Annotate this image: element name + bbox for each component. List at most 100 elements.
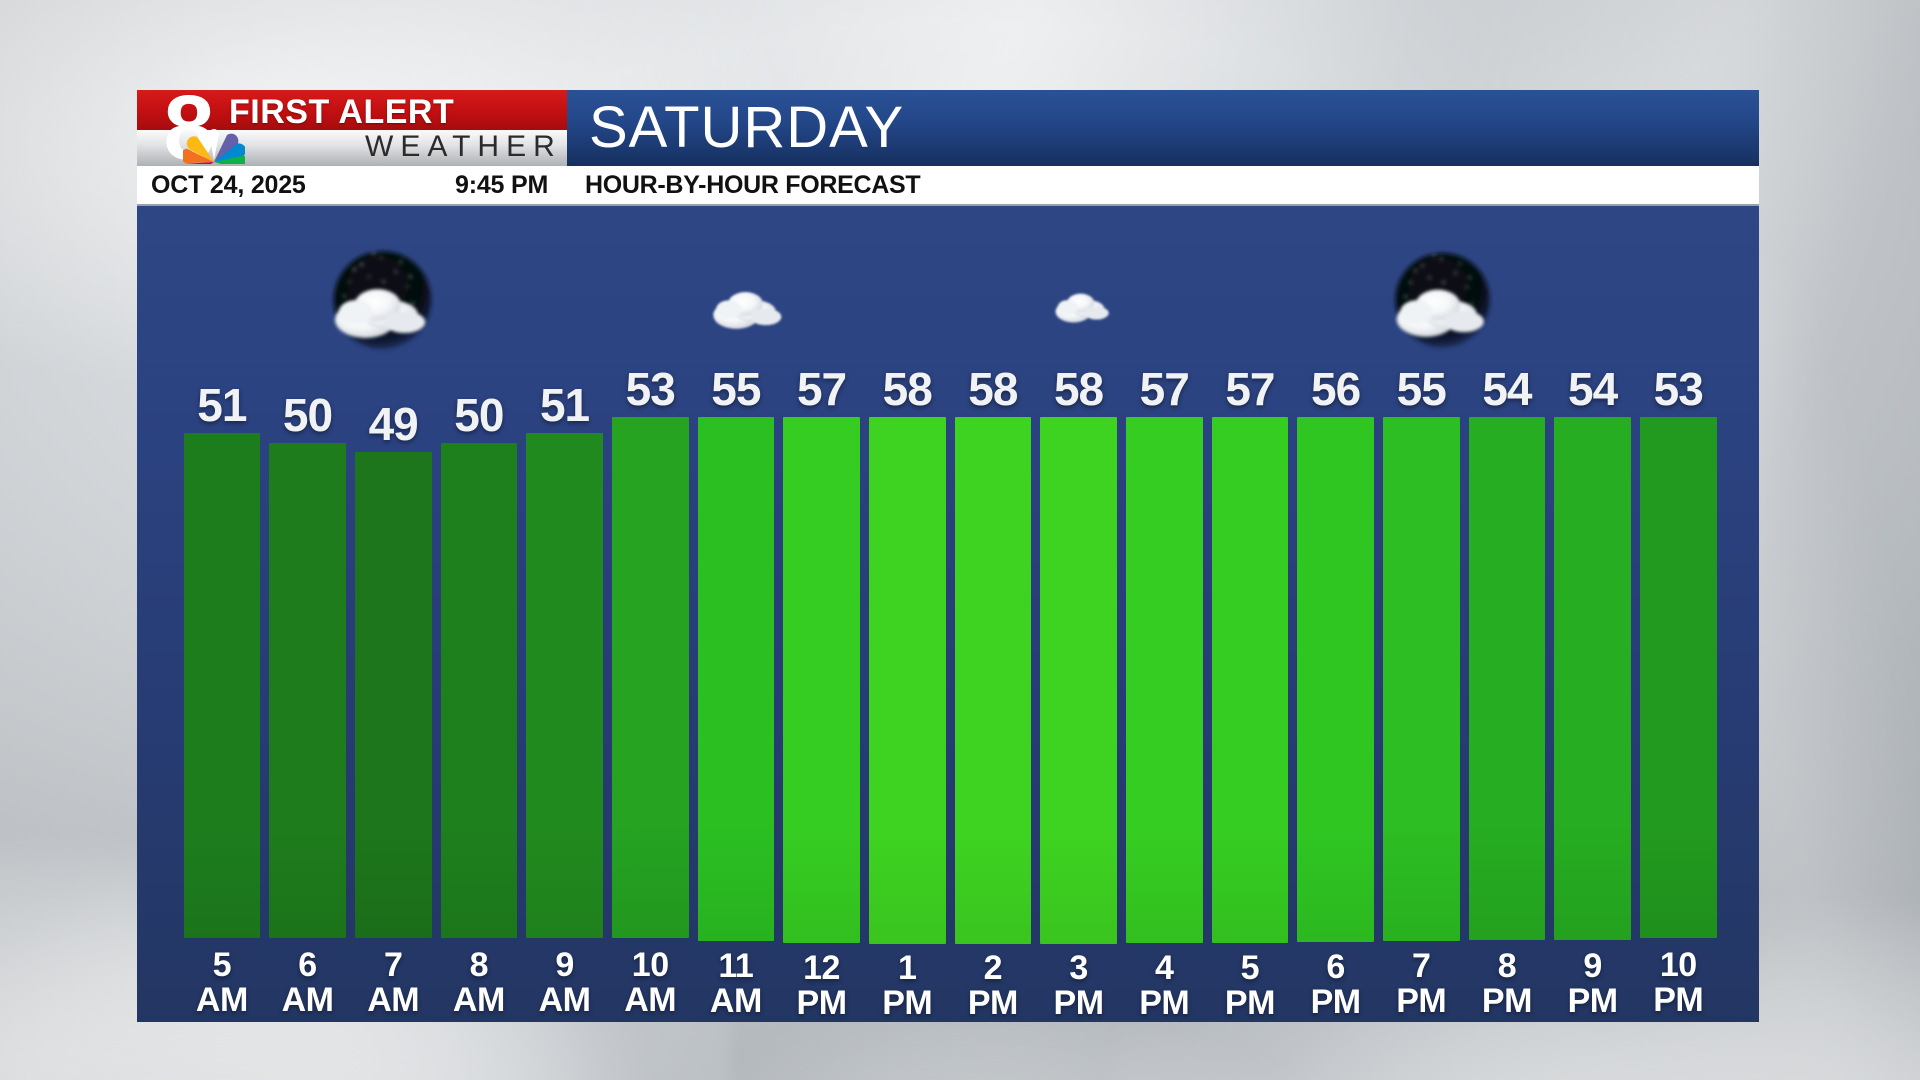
hour-column[interactable]: 51 5 AM <box>179 366 265 1022</box>
hour-number: 1 <box>898 951 916 985</box>
hour-meridiem: PM <box>1139 986 1189 1020</box>
weather-text: WEATHER <box>365 130 562 164</box>
cloudy-icon <box>1049 267 1121 339</box>
hour-label-group: 1 PM <box>882 944 932 1022</box>
temperature-bar <box>1383 417 1460 941</box>
hour-label-group: 7 AM <box>367 938 419 1022</box>
hour-meridiem: AM <box>624 983 676 1017</box>
hour-meridiem: AM <box>710 984 762 1018</box>
hour-meridiem: AM <box>282 983 334 1017</box>
hour-column[interactable]: 49 7 AM <box>350 366 436 1022</box>
hour-column[interactable]: 53 10 PM <box>1635 366 1721 1022</box>
hour-label-group: 7 PM <box>1396 941 1446 1022</box>
hour-column[interactable]: 53 10 AM <box>607 366 693 1022</box>
hour-column[interactable]: 50 8 AM <box>436 366 522 1022</box>
hourly-chart-panel: 51 5 AM 50 6 AM 49 7 AM 50 8 AM 51 9 AM 53 10 AM 55 11 AM 57 1… <box>137 206 1759 1022</box>
hour-number: 8 <box>470 948 488 982</box>
temperature-label: 55 <box>1397 366 1446 412</box>
hour-column[interactable]: 54 8 PM <box>1464 366 1550 1022</box>
hour-meridiem: AM <box>367 983 419 1017</box>
temperature-label: 50 <box>283 392 332 438</box>
hour-column[interactable]: 51 9 AM <box>522 366 608 1022</box>
hour-label-group: 8 AM <box>453 938 505 1022</box>
temperature-bar <box>1126 417 1203 943</box>
hour-column[interactable]: 57 4 PM <box>1121 366 1207 1022</box>
hour-meridiem: PM <box>1568 984 1618 1018</box>
night-cloudy-icon <box>1386 246 1504 364</box>
temperature-label: 53 <box>626 366 675 412</box>
temperature-label: 49 <box>369 401 418 447</box>
hour-meridiem: AM <box>539 983 591 1017</box>
hour-column[interactable]: 55 7 PM <box>1378 366 1464 1022</box>
hour-number: 6 <box>298 948 316 982</box>
hour-label-group: 9 PM <box>1568 940 1618 1022</box>
cloudy-icon <box>705 258 797 350</box>
temperature-label: 50 <box>454 392 503 438</box>
temperature-label: 58 <box>968 366 1017 412</box>
first-alert-weather-logo: 8 FIRST ALERT WEATHER <box>137 90 567 166</box>
day-title-banner: SATURDAY <box>567 90 1759 166</box>
hour-column[interactable]: 54 9 PM <box>1550 366 1636 1022</box>
sky-condition-icon-strip <box>137 206 1759 366</box>
temperature-label: 58 <box>883 366 932 412</box>
day-title: SATURDAY <box>589 99 904 157</box>
hour-column[interactable]: 57 5 PM <box>1207 366 1293 1022</box>
hour-column[interactable]: 56 6 PM <box>1293 366 1379 1022</box>
hour-column[interactable]: 58 2 PM <box>950 366 1036 1022</box>
hour-meridiem: PM <box>968 986 1018 1020</box>
temperature-label: 54 <box>1568 366 1617 412</box>
forecast-graphic: 8 FIRST ALERT WEATHER SATURDAY OCT 24, 2… <box>137 90 1759 1022</box>
hour-column[interactable]: 57 12 PM <box>779 366 865 1022</box>
temperature-bar <box>1040 417 1117 944</box>
temperature-bar <box>526 433 603 938</box>
temperature-bar <box>612 417 689 938</box>
temperature-bar <box>269 443 346 938</box>
hour-meridiem: PM <box>1054 986 1104 1020</box>
hour-number: 5 <box>213 948 231 982</box>
temperature-label: 57 <box>1140 366 1189 412</box>
hour-meridiem: PM <box>1396 984 1446 1018</box>
temperature-bar <box>955 417 1032 944</box>
hourly-bar-chart: 51 5 AM 50 6 AM 49 7 AM 50 8 AM 51 9 AM 53 10 AM 55 11 AM 57 1… <box>179 366 1721 1022</box>
hour-label-group: 4 PM <box>1139 943 1189 1022</box>
hour-number: 12 <box>803 951 840 985</box>
temperature-bar <box>1640 417 1717 938</box>
hour-column[interactable]: 50 6 AM <box>265 366 351 1022</box>
hour-number: 11 <box>718 949 753 983</box>
hour-meridiem: PM <box>1225 986 1275 1020</box>
temperature-label: 51 <box>197 382 246 428</box>
hour-label-group: 12 PM <box>797 943 847 1022</box>
temperature-bar <box>869 417 946 944</box>
hour-column[interactable]: 58 1 PM <box>864 366 950 1022</box>
hour-meridiem: PM <box>1311 985 1361 1019</box>
temperature-bar <box>441 443 518 938</box>
hour-number: 8 <box>1498 949 1516 983</box>
temperature-bar <box>783 417 860 943</box>
hour-number: 3 <box>1069 951 1087 985</box>
info-bar: OCT 24, 2025 9:45 PM HOUR-BY-HOUR FORECA… <box>137 166 1759 206</box>
temperature-label: 54 <box>1482 366 1531 412</box>
temperature-bar <box>1469 417 1546 940</box>
first-alert-text: FIRST ALERT <box>229 92 454 132</box>
temperature-bar <box>1297 417 1374 942</box>
hour-label-group: 2 PM <box>968 944 1018 1022</box>
forecast-date: OCT 24, 2025 <box>151 171 306 200</box>
hour-label-group: 10 AM <box>624 938 676 1022</box>
hour-number: 7 <box>1412 949 1430 983</box>
hour-number: 9 <box>555 948 573 982</box>
hour-column[interactable]: 55 11 AM <box>693 366 779 1022</box>
hour-number: 10 <box>1660 948 1697 982</box>
hour-number: 5 <box>1241 951 1259 985</box>
hour-number: 10 <box>632 948 669 982</box>
hour-label-group: 6 PM <box>1311 942 1361 1022</box>
forecast-subtitle: HOUR-BY-HOUR FORECAST <box>585 171 920 200</box>
hour-meridiem: PM <box>1653 983 1703 1017</box>
hour-label-group: 9 AM <box>539 938 591 1022</box>
temperature-label: 55 <box>711 366 760 412</box>
hour-column[interactable]: 58 3 PM <box>1036 366 1122 1022</box>
temperature-bar <box>1212 417 1289 943</box>
hour-meridiem: AM <box>453 983 505 1017</box>
hour-number: 2 <box>984 951 1002 985</box>
temperature-label: 57 <box>797 366 846 412</box>
hour-meridiem: PM <box>797 986 847 1020</box>
